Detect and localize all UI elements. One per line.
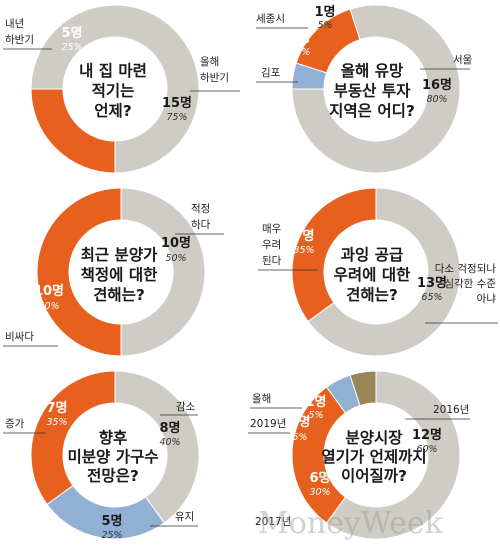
chart-question: 전망은? bbox=[87, 467, 139, 485]
donut-slice bbox=[295, 8, 361, 74]
slice-count-label: 1명 bbox=[289, 414, 310, 430]
slice-category-label: 하반기 bbox=[5, 33, 34, 46]
slice-count-label: 16명 bbox=[422, 77, 452, 93]
slice-count-label: 7명 bbox=[293, 228, 314, 244]
slice-percent-label: 5% bbox=[292, 432, 307, 443]
chart-question: 견해는? bbox=[93, 286, 145, 304]
chart-question: 열기가 언제까지 bbox=[321, 448, 426, 466]
chart-question: 과잉 공급 bbox=[341, 245, 403, 264]
slice-category-label: 다소 걱정되나 bbox=[435, 263, 497, 275]
chart-question: 언제? bbox=[94, 102, 132, 120]
slice-percent-label: 5% bbox=[308, 410, 323, 421]
slice-percent-label: 40% bbox=[159, 437, 180, 448]
chart-question: 부동산 투자 bbox=[334, 82, 411, 100]
slice-percent-label: 25% bbox=[61, 42, 82, 53]
watermark-logo: MoneyWeek bbox=[258, 506, 444, 541]
slice-count-label: 1명 bbox=[314, 4, 335, 20]
slice-category-label: 아냐 bbox=[477, 293, 497, 305]
slice-category-label: 매우 bbox=[262, 223, 282, 235]
chart-question: 지역은 어디? bbox=[329, 102, 415, 120]
slice-percent-label: 75% bbox=[166, 112, 187, 123]
slice-category-label: 올해 bbox=[252, 392, 271, 405]
donut-slice bbox=[30, 370, 116, 506]
slice-category-label: 2017년 bbox=[255, 516, 291, 528]
donut-slice bbox=[291, 187, 377, 323]
slice-category-label: 하반기 bbox=[200, 71, 229, 84]
slice-count-label: 8명 bbox=[159, 420, 180, 436]
slice-category-label: 감소 bbox=[176, 401, 196, 413]
slice-category-label: 세종시 bbox=[256, 13, 285, 25]
chart-question: 우려에 대한 bbox=[334, 265, 411, 284]
slice-category-label: 된다 bbox=[262, 255, 282, 267]
slice-category-label: 심각한 수준 bbox=[444, 278, 496, 290]
slice-percent-label: 25% bbox=[101, 530, 122, 541]
slice-count-label: 5명 bbox=[61, 25, 82, 41]
chart-question: 향후 bbox=[99, 428, 128, 447]
slice-count-label: 7명 bbox=[46, 400, 67, 416]
slice-category-label: 2019년 bbox=[250, 418, 286, 430]
slice-count-label: 3명 bbox=[289, 30, 310, 46]
donut-slice bbox=[291, 62, 328, 90]
donut-slice bbox=[30, 4, 200, 174]
chart-question: 올해 유망 bbox=[341, 62, 404, 80]
slice-percent-label: 65% bbox=[421, 292, 442, 303]
slice-percent-label: 80% bbox=[426, 94, 447, 105]
chart-question: 미분양 가구수 bbox=[68, 448, 159, 466]
chart-question: 내 집 마련 bbox=[79, 61, 147, 80]
slice-category-label: 올해 bbox=[200, 55, 219, 68]
slice-category-label: 증가 bbox=[5, 418, 25, 430]
slice-count-label: 5명 bbox=[101, 513, 122, 529]
donut-slice bbox=[114, 370, 200, 524]
slice-count-label: 12명 bbox=[412, 427, 442, 443]
slice-percent-label: 35% bbox=[293, 245, 314, 256]
slice-category-label: 김포 bbox=[261, 67, 281, 79]
donut-slice bbox=[30, 88, 116, 174]
chart-question: 적기는 bbox=[92, 82, 135, 100]
slice-percent-label: 50% bbox=[165, 253, 186, 264]
slice-count-label: 15명 bbox=[162, 95, 192, 111]
chart-question: 견해는? bbox=[346, 286, 398, 304]
donut-slice bbox=[120, 187, 206, 357]
chart-question: 이어질까? bbox=[341, 466, 407, 485]
slice-category-label: 하다 bbox=[191, 218, 211, 231]
slice-percent-label: 50% bbox=[38, 301, 59, 312]
donut-slice bbox=[36, 187, 122, 357]
slice-category-label: 내년 bbox=[5, 18, 24, 30]
chart-question: 책정에 대한 bbox=[81, 265, 158, 284]
slice-category-label: 우려 bbox=[262, 239, 281, 251]
slice-category-label: 적정 bbox=[191, 203, 210, 215]
slice-percent-label: 5% bbox=[317, 20, 332, 31]
slice-percent-label: 60% bbox=[416, 444, 437, 455]
slice-category-label: 2016년 bbox=[433, 404, 469, 416]
slice-count-label: 13명 bbox=[417, 275, 447, 291]
donut-slice bbox=[325, 370, 461, 540]
slice-count-label: 10명 bbox=[34, 283, 64, 299]
slice-count-label: 6명 bbox=[309, 470, 330, 486]
donut-slice bbox=[307, 187, 461, 357]
slice-count-label: 10명 bbox=[161, 235, 191, 251]
chart-question: 최근 분양가 bbox=[81, 245, 158, 264]
slice-percent-label: 15% bbox=[289, 47, 310, 58]
slice-category-label: 유지 bbox=[175, 511, 194, 523]
chart-question: 분양시장 bbox=[345, 429, 403, 447]
slice-count-label: 1명 bbox=[305, 394, 326, 410]
slice-percent-label: 35% bbox=[46, 417, 67, 428]
slice-category-label: 비싸다 bbox=[5, 331, 34, 343]
donut-slice bbox=[291, 4, 461, 174]
slice-percent-label: 30% bbox=[309, 487, 330, 498]
slice-category-label: 서울 bbox=[453, 54, 473, 66]
donut-slice bbox=[349, 370, 377, 407]
